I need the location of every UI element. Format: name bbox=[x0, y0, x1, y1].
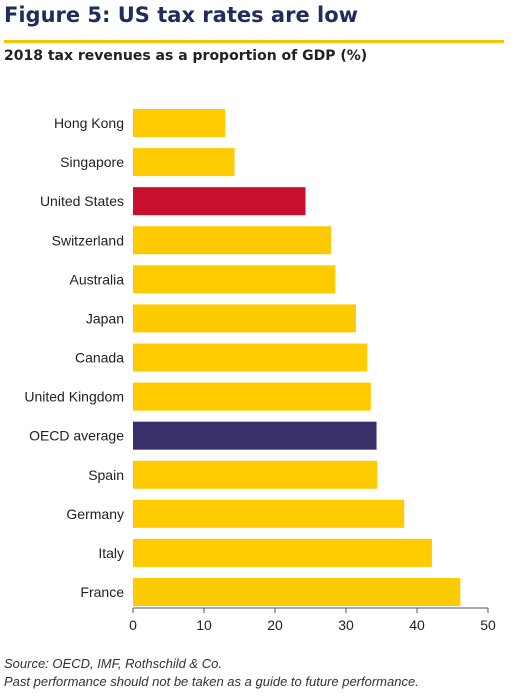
bar-japan bbox=[133, 304, 356, 333]
bar-united-states bbox=[133, 187, 306, 216]
x-tick-label-30: 30 bbox=[338, 617, 354, 633]
x-tick-label-20: 20 bbox=[267, 617, 283, 633]
bar-france bbox=[133, 578, 461, 606]
category-label-germany: Germany bbox=[66, 506, 124, 522]
category-label-australia: Australia bbox=[70, 271, 125, 287]
category-label-france: France bbox=[80, 584, 124, 600]
category-label-italy: Italy bbox=[98, 545, 124, 561]
bar-hong-kong bbox=[133, 109, 226, 137]
category-label-japan: Japan bbox=[86, 310, 124, 326]
bar-oecd-average bbox=[133, 421, 377, 450]
category-label-switzerland: Switzerland bbox=[52, 232, 124, 248]
source-note: Source: OECD, IMF, Rothschild & Co. bbox=[4, 656, 222, 671]
title-rule bbox=[4, 40, 504, 43]
bar-spain bbox=[133, 460, 378, 489]
bar-germany bbox=[133, 499, 405, 528]
chart-subtitle: 2018 tax revenues as a proportion of GDP… bbox=[4, 48, 368, 64]
x-tick-label-10: 10 bbox=[196, 617, 212, 633]
bar-australia bbox=[133, 265, 336, 294]
chart-title: Figure 5: US tax rates are low bbox=[4, 3, 359, 27]
category-label-singapore: Singapore bbox=[60, 154, 124, 170]
category-label-canada: Canada bbox=[75, 350, 124, 366]
bar-italy bbox=[133, 538, 432, 567]
x-tick-label-0: 0 bbox=[129, 617, 137, 633]
category-label-oecd-average: OECD average bbox=[29, 428, 124, 444]
category-label-united-states: United States bbox=[40, 193, 124, 209]
bar-canada bbox=[133, 343, 368, 372]
bar-united-kingdom bbox=[133, 382, 371, 411]
x-tick-label-50: 50 bbox=[480, 617, 496, 633]
disclaimer-note: Past performance should not be taken as … bbox=[4, 674, 419, 689]
bar-singapore bbox=[133, 148, 235, 177]
x-tick-label-40: 40 bbox=[409, 617, 425, 633]
bar-switzerland bbox=[133, 226, 332, 255]
category-label-spain: Spain bbox=[88, 467, 124, 483]
category-label-united-kingdom: United Kingdom bbox=[24, 389, 124, 405]
category-label-hong-kong: Hong Kong bbox=[54, 115, 124, 131]
